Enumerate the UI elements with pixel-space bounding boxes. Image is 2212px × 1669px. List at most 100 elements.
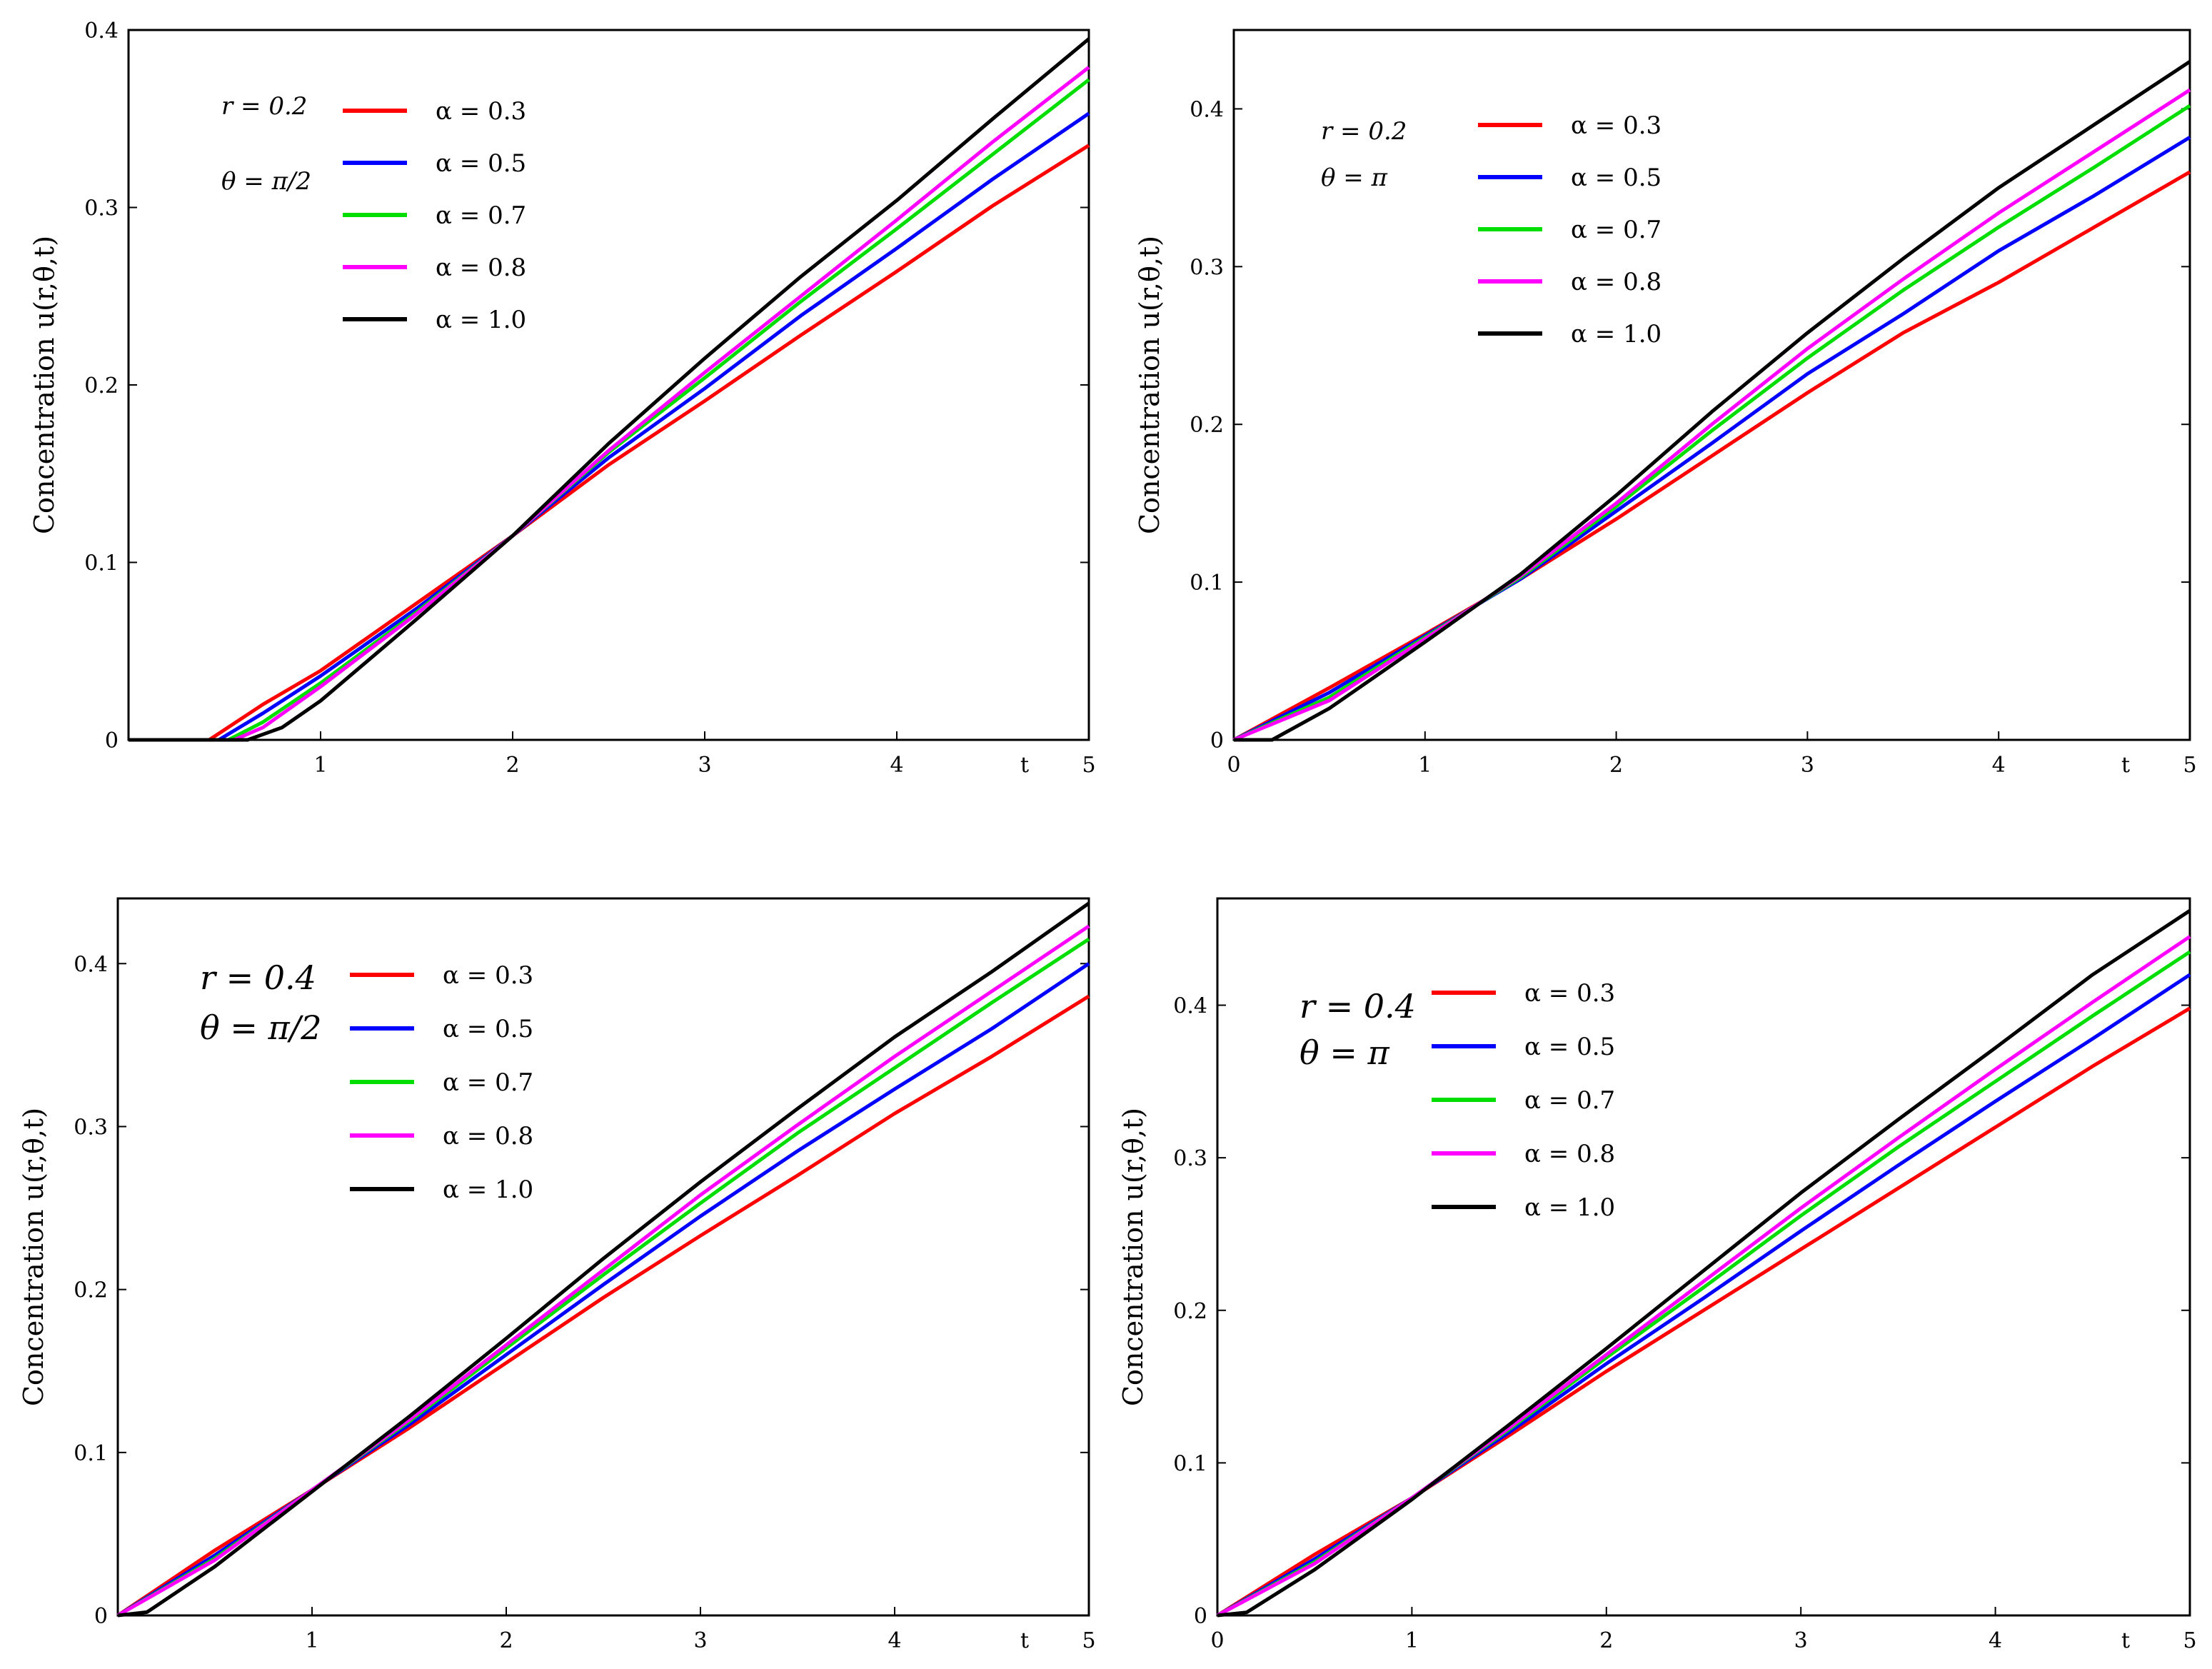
- x-tick-label: 0: [1210, 1628, 1224, 1653]
- x-tick-label: 3: [698, 753, 711, 778]
- parameter-label: r = 0.4: [1299, 987, 1416, 1026]
- legend-label: α = 0.5: [1524, 1033, 1615, 1061]
- y-tick-label: 0: [105, 728, 119, 753]
- series-line: [1217, 909, 2191, 1618]
- x-tick-label: 4: [888, 1628, 901, 1653]
- legend-label: α = 0.8: [1524, 1140, 1615, 1168]
- y-tick-label: 0.4: [74, 952, 108, 977]
- y-tick-label: 0.2: [1190, 413, 1224, 438]
- legend-label: α = 0.3: [1524, 979, 1615, 1008]
- legend-label: α = 1.0: [1524, 1193, 1615, 1222]
- series-line: [129, 111, 1090, 742]
- y-tick-label: 0.1: [74, 1441, 108, 1466]
- legend-label: α = 0.3: [436, 97, 526, 126]
- x-tick-label: 4: [1989, 1628, 2002, 1653]
- y-tick-label: 0.3: [84, 196, 119, 221]
- x-tick-label: 4: [890, 753, 903, 778]
- parameter-label: r = 0.2: [221, 92, 307, 121]
- x-axis-label: t: [1020, 753, 1029, 778]
- legend-label: α = 0.8: [443, 1122, 533, 1151]
- x-tick-label: 1: [313, 753, 327, 778]
- legend-label: α = 0.7: [436, 201, 526, 230]
- parameter-label: r = 0.4: [200, 958, 316, 997]
- legend-label: α = 0.8: [436, 254, 526, 282]
- legend-label: α = 1.0: [1571, 320, 1661, 349]
- series-line: [116, 962, 1090, 1618]
- y-tick-label: 0: [1210, 728, 1224, 753]
- x-tick-label: 1: [1405, 1628, 1419, 1653]
- plot-frame: [127, 29, 1090, 741]
- parameter-label: r = 0.2: [1321, 117, 1407, 146]
- plot-frame: [1232, 29, 2191, 741]
- legend-label: α = 0.5: [436, 149, 526, 178]
- series-line: [129, 144, 1090, 742]
- y-tick-label: 0: [1194, 1604, 1207, 1629]
- x-tick-label: 2: [1609, 753, 1623, 778]
- y-axis-label: Concentration u(r,θ,t): [1134, 236, 1165, 534]
- series-line: [1233, 88, 2191, 742]
- y-tick-label: 0.2: [1173, 1299, 1207, 1324]
- parameter-label: θ = π/2: [221, 167, 311, 196]
- y-tick-label: 0.4: [1173, 994, 1207, 1019]
- y-tick-label: 0.4: [1190, 97, 1224, 122]
- x-tick-label: 0: [1227, 753, 1240, 778]
- legend-label: α = 0.7: [1571, 216, 1661, 244]
- y-tick-label: 0.4: [84, 19, 119, 44]
- y-tick-label: 0.2: [84, 374, 119, 399]
- x-tick-label: 5: [2183, 753, 2196, 778]
- y-tick-label: 0.3: [74, 1115, 108, 1140]
- x-tick-label: 1: [305, 1628, 318, 1653]
- x-tick-label: 2: [499, 1628, 513, 1653]
- x-tick-label: 5: [2183, 1628, 2196, 1653]
- x-tick-label: 2: [506, 753, 519, 778]
- y-tick-label: 0.1: [1190, 571, 1224, 596]
- legend-label: α = 0.3: [1571, 111, 1661, 140]
- legend-label: α = 0.5: [1571, 164, 1661, 192]
- series-line: [129, 66, 1090, 742]
- series-line: [1234, 60, 2191, 742]
- series-line: [1232, 170, 2191, 742]
- legend-label: α = 1.0: [436, 306, 526, 334]
- x-axis-label: t: [1020, 1628, 1029, 1653]
- parameter-label: θ = π: [1299, 1033, 1389, 1072]
- x-tick-label: 3: [693, 1628, 707, 1653]
- chart-panel-2: 0 1 2 3 4 5 0 0.1 0.2 0.3 0.4 t Concentration u(r,θ,…: [1134, 29, 2197, 778]
- legend-label: α = 0.5: [443, 1015, 533, 1043]
- series-line: [116, 924, 1090, 1618]
- x-axis-label: t: [2121, 753, 2130, 778]
- parameter-label: θ = π/2: [200, 1008, 321, 1047]
- legend-label: α = 0.8: [1571, 268, 1661, 296]
- series-line: [1232, 136, 2191, 742]
- series-line: [1216, 935, 2191, 1618]
- y-tick-label: 0.1: [84, 551, 119, 576]
- y-tick-label: 0.1: [1173, 1451, 1207, 1476]
- series-line: [1216, 1006, 2191, 1618]
- series-line: [129, 37, 1090, 742]
- chart-panel-3: 1 2 3 4 5 0 0.1 0.2 0.3 0.4 t Concentration u(r,θ,t…: [18, 897, 1096, 1653]
- chart-panel-1: 1 2 3 4 5 0 0.1 0.2 0.3 0.4 t Concentration u(r,θ,t…: [29, 19, 1096, 778]
- x-tick-label: 5: [1082, 753, 1095, 778]
- chart-panel-4: 0 1 2 3 4 5 0 0.1 0.2 0.3 0.4 t Concentration u(r,θ,…: [1117, 897, 2197, 1653]
- x-tick-label: 3: [1794, 1628, 1808, 1653]
- y-tick-label: 0.2: [74, 1278, 108, 1303]
- y-axis-label: Concentration u(r,θ,t): [18, 1108, 49, 1406]
- x-axis-label: t: [2121, 1628, 2130, 1653]
- legend-label: α = 0.7: [443, 1068, 533, 1097]
- y-tick-label: 0.3: [1190, 255, 1224, 280]
- x-tick-label: 4: [1992, 753, 2006, 778]
- parameter-label: θ = π: [1321, 164, 1388, 192]
- x-tick-label: 3: [1801, 753, 1814, 778]
- y-axis-label: Concentration u(r,θ,t): [29, 236, 60, 534]
- y-axis-label: Concentration u(r,θ,t): [1117, 1108, 1149, 1406]
- legend-label: α = 0.7: [1524, 1086, 1615, 1115]
- x-tick-label: 5: [1082, 1628, 1095, 1653]
- plot-frame: [1216, 897, 2191, 1617]
- x-tick-label: 1: [1418, 753, 1432, 778]
- y-tick-label: 0.3: [1173, 1146, 1207, 1171]
- legend-label: α = 0.3: [443, 961, 533, 990]
- series-line: [117, 901, 1090, 1618]
- legend-label: α = 1.0: [443, 1176, 533, 1204]
- x-tick-label: 2: [1599, 1628, 1613, 1653]
- y-tick-label: 0: [94, 1604, 108, 1629]
